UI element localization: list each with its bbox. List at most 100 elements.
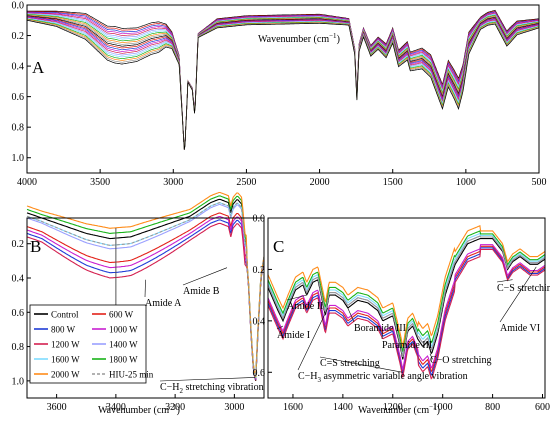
spectrum-line xyxy=(26,212,265,381)
y-tick-label: 1.0 xyxy=(12,376,25,387)
spectrum-line xyxy=(26,203,265,379)
y-tick-label: 1.0 xyxy=(12,153,25,164)
legend-label: 2000 W xyxy=(51,370,80,380)
y-tick-label: 0.4 xyxy=(12,274,25,285)
x-tick-label: 800 xyxy=(485,402,500,413)
spectrum-line xyxy=(26,17,540,150)
panel-c-x-ticks: 1600 1400 1200 1000 800 600 xyxy=(283,394,550,413)
panel-c-y-ticks: 0.0 0.2 0.4 0.6 xyxy=(253,214,272,379)
panel-a-x-ticks: 4000 3500 3000 2500 2000 1500 1000 500 xyxy=(17,169,547,188)
x-tick-label: 600 xyxy=(535,402,550,413)
annotation-label: Amide II xyxy=(287,301,323,312)
spectrum-line xyxy=(26,15,540,150)
legend-label: Control xyxy=(51,310,79,320)
spectrum-line xyxy=(27,9,540,150)
annotation-label: Paramide III xyxy=(382,340,432,351)
panel-c-frame xyxy=(267,217,546,399)
x-tick-label: 3600 xyxy=(47,402,67,413)
panel-a-x-axis-label: Wavenumber (cm−1) xyxy=(258,32,340,45)
annotation-label: C−O stretching xyxy=(430,355,491,366)
spectrum-line xyxy=(26,18,540,150)
spectrum-line xyxy=(26,13,540,150)
y-tick-label: 0.2 xyxy=(12,31,25,42)
annotation-label: C−S stretching xyxy=(497,283,550,294)
x-tick-label: 3000 xyxy=(224,402,244,413)
legend-label: 600 W xyxy=(109,310,134,320)
panel-b-x-ticks: 3600 3400 3200 3000 xyxy=(47,394,244,413)
annotation-label: Amide VI xyxy=(500,323,540,334)
annotation-leader xyxy=(429,353,433,360)
x-tick-label: 1600 xyxy=(283,402,303,413)
x-tick-label: 3500 xyxy=(90,177,110,188)
spectrum-line xyxy=(26,222,265,379)
x-tick-label: 3200 xyxy=(165,402,185,413)
x-tick-label: 3400 xyxy=(106,402,126,413)
legend-label: 1200 W xyxy=(51,340,80,350)
spectrum-line xyxy=(267,225,546,347)
spectrum-line xyxy=(26,16,540,150)
y-tick-label: 0.6 xyxy=(253,368,266,379)
panel-b: 3600 3400 3200 3000 0.2 0.4 0.6 0.8 1.0 B Waven… xyxy=(12,191,265,416)
spectrum-line xyxy=(26,12,540,150)
panel-a-y-ticks: 0.0 0.2 0.4 0.6 0.8 1.0 xyxy=(12,1,31,164)
legend-box xyxy=(29,304,147,384)
spectrum-line xyxy=(267,248,546,380)
annotation-leader xyxy=(159,377,256,382)
spectrum-line xyxy=(26,16,540,150)
panel-b-y-ticks: 0.2 0.4 0.6 0.8 1.0 xyxy=(12,239,31,387)
x-tick-label: 1000 xyxy=(433,402,453,413)
spectrum-line xyxy=(26,198,265,382)
annotation-label: C−H2 stretching vibration xyxy=(160,382,264,395)
y-tick-label: 0.4 xyxy=(253,316,266,327)
y-tick-label: 0.8 xyxy=(12,123,25,134)
spectrum-line xyxy=(27,13,540,150)
panel-a: 4000 3500 3000 2500 2000 1500 1000 500 0.00.20.… xyxy=(12,1,547,189)
x-tick-label: 4000 xyxy=(17,177,37,188)
legend-label: 1000 W xyxy=(109,325,138,335)
spectrum-line xyxy=(27,11,540,150)
panel-a-label: A xyxy=(32,58,45,77)
spectrum-line xyxy=(26,19,540,150)
spectrum-line xyxy=(267,244,546,370)
spectrum-line xyxy=(267,230,546,352)
panel-c: 1600 1400 1200 1000 800 600 0.0 0.2 0.4 0.6 C Wa… xyxy=(253,214,550,417)
annotation-leader xyxy=(144,279,146,298)
panel-b-x-axis-label: Wavenumber (cm−1) xyxy=(98,403,180,416)
spectrum-line xyxy=(26,15,540,150)
legend-label: HIU-25 min xyxy=(109,370,154,380)
spectrum-line xyxy=(27,10,540,150)
spectrum-line xyxy=(26,14,540,150)
annotation-leader xyxy=(276,325,284,330)
y-tick-label: 0.6 xyxy=(12,308,25,319)
spectrum-line xyxy=(27,11,540,150)
annotation-leader xyxy=(499,266,537,323)
x-tick-label: 2000 xyxy=(310,177,330,188)
annotation-leader xyxy=(496,279,513,283)
spectrum-line xyxy=(26,17,540,150)
panel-a-plot-area xyxy=(26,9,540,150)
legend-label: 1800 W xyxy=(109,355,138,365)
annotation-label: Amide I xyxy=(277,330,310,341)
spectrum-line xyxy=(26,19,540,150)
annotation-label: Amide B xyxy=(183,286,220,297)
y-tick-label: 0.0 xyxy=(12,1,25,12)
panel-c-plot-area xyxy=(267,225,546,380)
spectrum-line xyxy=(26,219,265,380)
annotation-label: C=S stretching xyxy=(320,358,380,369)
legend-label: 1600 W xyxy=(51,355,80,365)
y-tick-label: 0.6 xyxy=(12,92,25,103)
annotation-label: Amide A xyxy=(145,298,182,309)
annotation-leader xyxy=(182,267,228,286)
x-tick-label: 2500 xyxy=(236,177,256,188)
annotation-leader xyxy=(297,307,329,371)
y-tick-label: 0.8 xyxy=(12,342,25,353)
legend-label: 800 W xyxy=(51,325,76,335)
spectrum-line xyxy=(27,14,540,150)
x-tick-label: 1200 xyxy=(383,402,403,413)
y-tick-label: 0.2 xyxy=(253,265,266,276)
x-tick-label: 1000 xyxy=(456,177,476,188)
annotation-leader xyxy=(286,294,307,301)
y-tick-label: 0.2 xyxy=(12,239,25,250)
annotation-leader xyxy=(381,328,384,340)
